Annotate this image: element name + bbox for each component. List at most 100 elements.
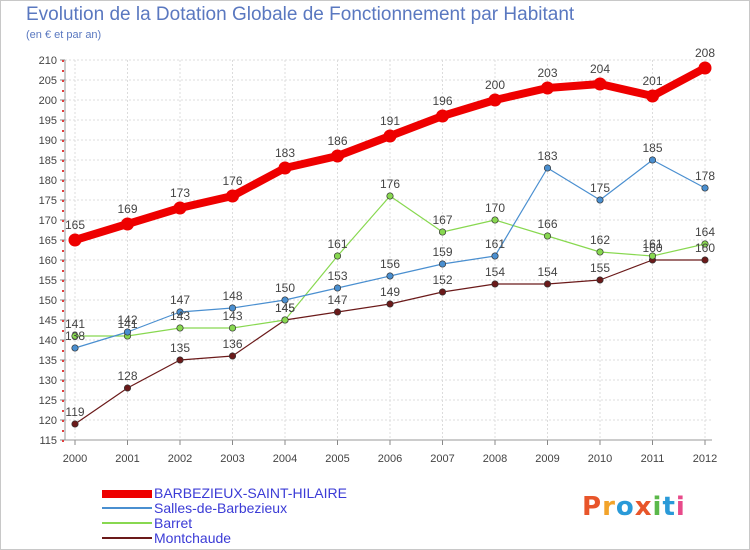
data-point	[228, 304, 237, 312]
x-tick-label: 2002	[168, 453, 192, 465]
data-label: 148	[222, 289, 242, 303]
axis-marker	[62, 60, 64, 62]
axis-marker	[62, 330, 64, 332]
logo-letter: x	[634, 492, 653, 522]
y-tick-label: 195	[39, 115, 57, 127]
data-label: 160	[642, 241, 662, 255]
y-tick-label: 135	[39, 355, 57, 367]
x-tick-label: 2003	[220, 453, 244, 465]
data-label: 143	[170, 309, 190, 323]
data-label: 147	[170, 293, 190, 307]
y-tick-label: 165	[39, 235, 57, 247]
axis-marker	[62, 190, 64, 192]
data-label: 183	[537, 149, 557, 163]
axis-marker	[62, 380, 64, 382]
data-label: 135	[170, 341, 190, 355]
axis-marker	[62, 360, 64, 362]
data-point	[701, 240, 709, 248]
axis-marker	[62, 350, 64, 352]
data-point	[596, 248, 604, 256]
data-point	[226, 189, 239, 203]
x-tick-label: 2009	[535, 453, 559, 465]
x-tick-label: 2011	[641, 453, 665, 465]
axis-marker	[62, 260, 64, 262]
data-point	[491, 280, 499, 288]
axis-marker	[62, 420, 64, 422]
logo-letter: P	[582, 492, 603, 522]
data-point	[281, 296, 289, 304]
data-point	[123, 328, 132, 336]
data-point	[491, 252, 499, 260]
logo-letter: i	[675, 492, 686, 522]
data-point	[543, 164, 552, 172]
y-tick-label: 185	[39, 155, 57, 167]
data-point	[121, 217, 134, 231]
series-layer	[68, 61, 712, 428]
data-point	[331, 149, 344, 163]
legend-label-barbezieux: BARBEZIEUX-SAINT-HILAIRE	[154, 485, 347, 501]
axis-marker	[62, 320, 64, 322]
data-label: 173	[170, 186, 190, 200]
data-label: 145	[275, 301, 295, 315]
data-point	[541, 81, 554, 95]
axis-marker	[62, 130, 64, 132]
data-point	[71, 344, 79, 352]
data-label: 141	[117, 317, 137, 331]
data-label: 185	[642, 141, 662, 155]
data-label: 196	[432, 94, 452, 108]
axis-marker	[62, 80, 64, 82]
x-tick-label: 2001	[115, 453, 139, 465]
axis-marker	[62, 170, 64, 172]
y-tick-label: 145	[39, 315, 57, 327]
data-label: 156	[380, 257, 400, 271]
data-point	[543, 280, 552, 288]
data-point	[176, 324, 184, 332]
axis-marker	[62, 160, 64, 162]
axis-marker	[62, 300, 64, 302]
data-label: 153	[327, 269, 347, 283]
y-tick-label: 130	[39, 375, 57, 387]
data-point	[543, 232, 552, 240]
data-point	[698, 61, 712, 75]
data-point	[701, 256, 709, 264]
data-label: 208	[695, 46, 715, 60]
data-label: 186	[327, 134, 347, 148]
axis-marker	[62, 120, 64, 122]
data-label: 161	[642, 237, 662, 251]
data-point	[228, 352, 237, 360]
data-point	[71, 420, 79, 428]
legend-label-salles: Salles-de-Barbezieux	[154, 500, 288, 516]
data-label: 154	[485, 265, 505, 279]
data-point	[176, 356, 184, 364]
data-label: 143	[222, 309, 242, 323]
y-tick-label: 175	[39, 195, 57, 207]
x-tick-label: 2008	[483, 453, 507, 465]
data-point	[176, 308, 184, 316]
legend-label-barret: Barret	[154, 515, 193, 531]
axis-marker	[62, 370, 64, 372]
data-point	[648, 252, 657, 260]
data-label: 191	[380, 114, 400, 128]
axis-marker	[62, 270, 64, 272]
data-label: 128	[117, 369, 137, 383]
legend: BARBEZIEUX-SAINT-HILAIRE Salles-de-Barbe…	[102, 485, 422, 546]
axis-marker	[62, 440, 64, 442]
axis-marker	[62, 430, 64, 432]
y-tick-label: 160	[39, 255, 57, 267]
data-label: 138	[65, 329, 85, 343]
axis-marker	[62, 280, 64, 282]
data-point	[333, 308, 342, 316]
data-point	[438, 228, 447, 236]
data-label: 169	[117, 202, 137, 216]
data-label: 161	[327, 237, 347, 251]
data-label: 200	[485, 78, 505, 92]
data-point	[386, 272, 394, 280]
data-point	[173, 201, 187, 215]
data-point	[436, 109, 449, 123]
logo-letter: t	[662, 492, 676, 522]
y-tick-label: 190	[39, 135, 57, 147]
data-label: 145	[275, 301, 295, 315]
legend-swatch-salles	[102, 507, 152, 509]
data-point	[68, 233, 82, 247]
